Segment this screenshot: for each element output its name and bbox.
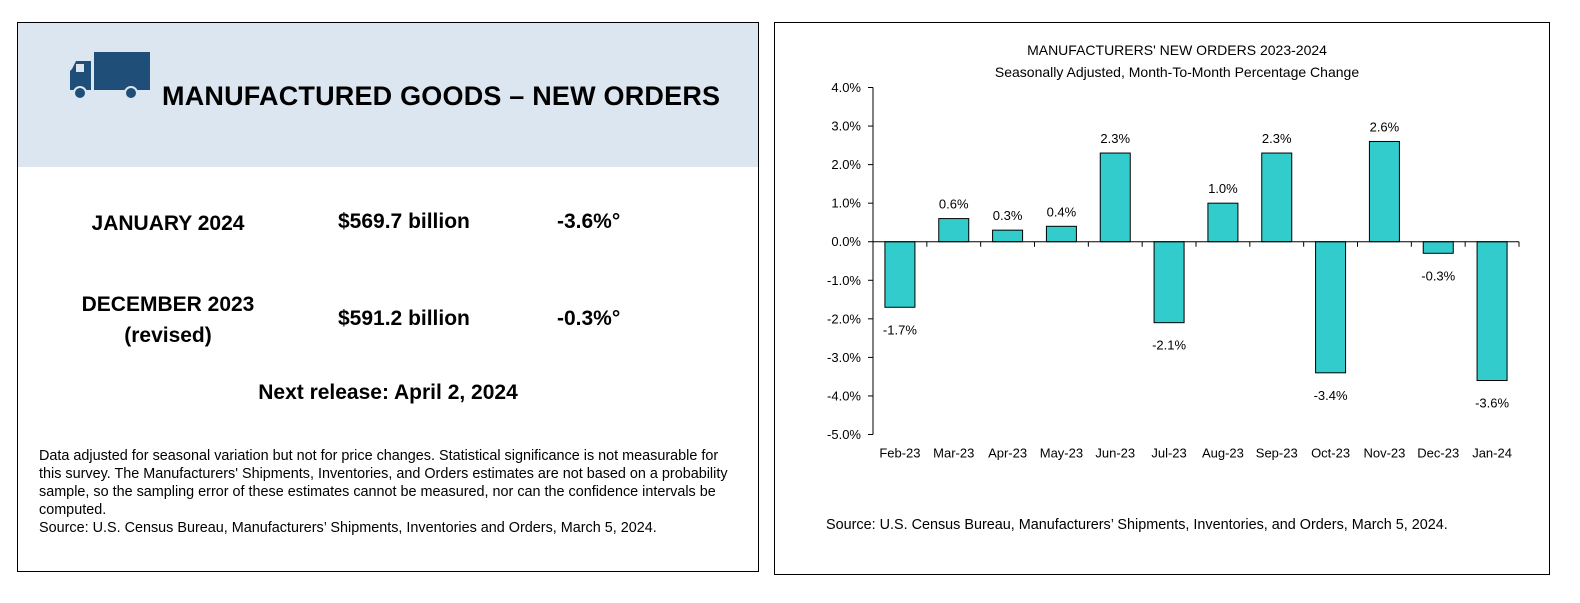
period-label-line: JANUARY 2024 — [91, 212, 245, 235]
period-label-previous: DECEMBER 2023 (revised) — [48, 289, 288, 351]
bar-chart: MANUFACTURERS' NEW ORDERS 2023-2024 Seas… — [827, 42, 1520, 461]
bar — [1315, 241, 1347, 374]
data-label: -3.6% — [1475, 396, 1509, 411]
x-tick-label: Aug-23 — [1202, 446, 1244, 461]
bar — [938, 218, 970, 243]
data-label: -1.7% — [883, 322, 917, 337]
x-tick-label: May-23 — [1040, 446, 1083, 461]
chart-panel: MANUFACTURERS' NEW ORDERS 2023-2024 Seas… — [774, 22, 1550, 575]
chart-subtitle: Seasonally Adjusted, Month-To-Month Perc… — [995, 64, 1359, 80]
x-tick-label: Jun-23 — [1095, 446, 1135, 461]
period-label-current: JANUARY 2024 — [48, 208, 288, 239]
chart-plot-area: 4.0% 3.0% 2.0% 1.0% 0.0% -1.0% -2.0% -3.0% -4.0%… — [827, 80, 1520, 461]
y-tick-label: -5.0% — [827, 427, 861, 442]
y-tick-label: 4.0% — [831, 80, 861, 95]
data-label: -0.3% — [1421, 268, 1455, 283]
y-tick-label: 0.0% — [831, 234, 861, 249]
y-tick-label: -4.0% — [827, 388, 861, 403]
chart-title: MANUFACTURERS' NEW ORDERS 2023-2024 — [1027, 42, 1327, 58]
x-tick-label: Dec-23 — [1417, 446, 1459, 461]
note-text: Data adjusted for seasonal variation but… — [39, 448, 728, 518]
page-title: MANUFACTURED GOODS – NEW ORDERS — [162, 81, 721, 111]
bar — [1476, 241, 1508, 382]
bar — [1153, 241, 1185, 324]
percent-change-current: -3.6%° — [557, 210, 621, 233]
source-note: Source: U.S. Census Bureau, Manufacturer… — [39, 520, 657, 536]
data-label: 2.3% — [1100, 131, 1130, 146]
bar — [1261, 152, 1293, 243]
data-label: 0.6% — [939, 197, 969, 212]
bar — [884, 241, 916, 308]
next-release-date: Next release: April 2, 2024 — [258, 381, 518, 404]
data-label: 0.4% — [1047, 204, 1077, 219]
period-label-sub: (revised) — [124, 324, 212, 347]
y-tick-label: 2.0% — [831, 157, 861, 172]
x-tick-label: Jan-24 — [1472, 446, 1512, 461]
data-label: 1.0% — [1208, 181, 1238, 196]
x-tick-label: Apr-23 — [988, 446, 1027, 461]
bar — [1207, 202, 1239, 243]
data-label: 0.3% — [993, 208, 1023, 223]
x-tick-label: Jul-23 — [1151, 446, 1186, 461]
x-tick-label: Oct-23 — [1311, 446, 1350, 461]
y-tick-label: 1.0% — [831, 196, 861, 211]
period-label-line: DECEMBER 2023 — [81, 293, 255, 316]
data-label: 2.3% — [1262, 131, 1292, 146]
x-tick-label: Sep-23 — [1256, 446, 1298, 461]
bar — [1099, 152, 1131, 243]
x-tick-label: Nov-23 — [1363, 446, 1405, 461]
bar — [1045, 225, 1077, 243]
methodology-note: Data adjusted for seasonal variation but… — [39, 447, 739, 537]
header-banner: MANUFACTURED GOODS – NEW ORDERS — [18, 23, 758, 167]
chart-source: Source: U.S. Census Bureau, Manufacturer… — [826, 517, 1448, 533]
y-tick-label: -2.0% — [827, 311, 861, 326]
orders-value-previous: $591.2 billion — [338, 307, 470, 330]
percent-change-previous: -0.3%° — [557, 307, 621, 330]
bar — [992, 229, 1024, 243]
x-tick-label: Feb-23 — [879, 446, 920, 461]
x-tick-label: Mar-23 — [933, 446, 974, 461]
data-label: -3.4% — [1314, 388, 1348, 403]
bar — [1422, 241, 1454, 254]
data-label: 2.6% — [1370, 119, 1400, 134]
bar — [1368, 140, 1400, 243]
y-tick-label: 3.0% — [831, 119, 861, 134]
data-label: -2.1% — [1152, 338, 1186, 353]
orders-value-current: $569.7 billion — [338, 210, 470, 233]
summary-panel: MANUFACTURED GOODS – NEW ORDERS JANUARY … — [17, 22, 759, 572]
y-tick-label: -1.0% — [827, 273, 861, 288]
truck-icon — [70, 52, 150, 100]
y-tick-label: -3.0% — [827, 350, 861, 365]
